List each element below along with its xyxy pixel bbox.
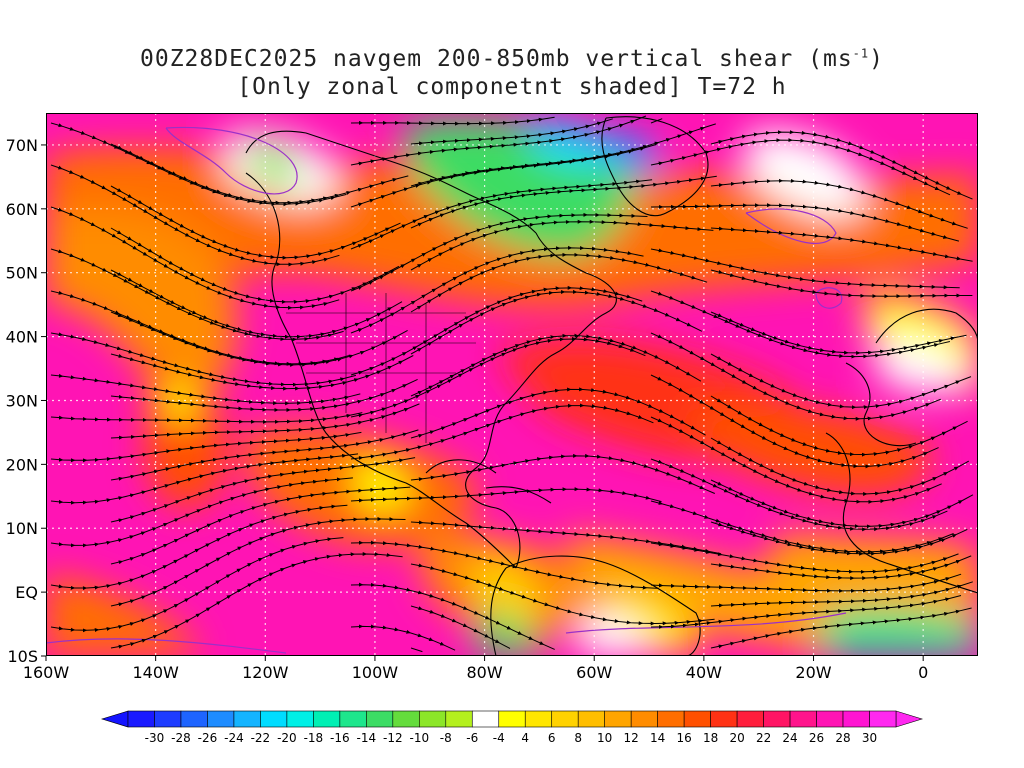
colorbar-label: 16 xyxy=(676,731,691,745)
colorbar: -30 -28 -26 -24 -22 -20 -18 -16 -14 -12 -10 -8 -6 -4 4… xyxy=(100,710,924,745)
colorbar-swatch xyxy=(392,710,420,728)
shear-map xyxy=(46,113,978,656)
colorbar-swatch xyxy=(445,710,473,728)
colorbar-swatch xyxy=(683,710,711,728)
lat-tick-label: 70N xyxy=(6,136,38,155)
streamline xyxy=(410,605,511,649)
colorbar-swatch xyxy=(498,710,526,728)
colorbar-swatch xyxy=(154,710,182,728)
colorbar-label: -12 xyxy=(383,731,403,745)
colorbar-label: -16 xyxy=(330,731,350,745)
lat-tick-label: 20N xyxy=(6,455,38,474)
colorbar-label: 14 xyxy=(650,731,665,745)
colorbar-swatch xyxy=(816,710,844,728)
colorbar-swatch xyxy=(207,710,235,728)
colorbar-under-triangle xyxy=(100,710,129,728)
chart-title-line2: [Only zonal componetnt shaded] T=72 h xyxy=(237,74,787,100)
lat-tick-label: EQ xyxy=(15,583,38,602)
colorbar-swatch xyxy=(419,710,447,728)
lon-tick-label: 80W xyxy=(466,663,502,682)
colorbar-label: 10 xyxy=(597,731,612,745)
colorbar-label: 24 xyxy=(782,731,797,745)
colorbar-swatch xyxy=(233,710,261,728)
colorbar-label: 4 xyxy=(521,731,529,745)
colorbar-swatch xyxy=(710,710,738,728)
colorbar-over-triangle xyxy=(895,710,924,728)
colorbar-swatch xyxy=(842,710,870,728)
colorbar-label: -20 xyxy=(277,731,297,745)
colorbar-swatch xyxy=(180,710,208,728)
colorbar-label: 30 xyxy=(862,731,877,745)
streamline xyxy=(110,551,403,649)
streamline xyxy=(350,336,646,418)
colorbar-label: 26 xyxy=(809,731,824,745)
lon-tick-label: 120W xyxy=(242,663,289,682)
colorbar-label: 18 xyxy=(703,731,718,745)
colorbar-label: -6 xyxy=(466,731,478,745)
lon-tick-label: 160W xyxy=(23,663,70,682)
colorbar-swatch xyxy=(366,710,394,728)
colorbar-swatch xyxy=(339,710,367,728)
colorbar-label: -4 xyxy=(493,731,505,745)
colorbar-label: -26 xyxy=(198,731,218,745)
lon-tick-label: 100W xyxy=(352,663,399,682)
streamline xyxy=(410,647,423,653)
colorbar-swatch xyxy=(630,710,658,728)
colorbar-label: -24 xyxy=(224,731,244,745)
colorbar-swatch xyxy=(657,710,685,728)
colorbar-label: -14 xyxy=(357,731,377,745)
map-frame xyxy=(46,113,978,656)
colorbar-swatch xyxy=(604,710,632,728)
colorbar-swatch xyxy=(313,710,341,728)
colorbar-swatch xyxy=(577,710,605,728)
colorbar-swatch xyxy=(551,710,579,728)
colorbar-swatch xyxy=(789,710,817,728)
colorbar-swatch xyxy=(524,710,553,728)
colorbar-label: 20 xyxy=(729,731,744,745)
colorbar-swatch xyxy=(471,710,500,728)
lon-tick-label: 0 xyxy=(918,663,928,682)
streamline xyxy=(650,118,663,124)
colorbar-swatch xyxy=(763,710,791,728)
lon-tick-label: 40W xyxy=(686,663,722,682)
colorbar-label: 6 xyxy=(548,731,556,745)
lon-tick-label: 60W xyxy=(576,663,612,682)
lat-tick-label: 50N xyxy=(6,264,38,283)
lon-tick-label: 20W xyxy=(795,663,831,682)
chart-title-line1: 00Z28DEC2025 navgem 200-850mb vertical s… xyxy=(140,46,884,72)
colorbar-swatch xyxy=(286,710,314,728)
lat-tick-label: 10S xyxy=(7,647,38,666)
lat-tick-label: 40N xyxy=(6,328,38,347)
streamline xyxy=(710,607,972,649)
colorbar-label: -22 xyxy=(251,731,271,745)
lat-tick-label: 60N xyxy=(6,200,38,219)
colorbar-swatch xyxy=(127,710,155,728)
colorbar-label: -28 xyxy=(171,731,191,745)
streamline xyxy=(410,453,715,494)
colorbar-label: -10 xyxy=(410,731,430,745)
colorbar-swatch xyxy=(869,710,897,728)
colorbar-swatch xyxy=(736,710,764,728)
lon-tick-label: 140W xyxy=(132,663,179,682)
colorbar-label: 28 xyxy=(835,731,850,745)
colorbar-label: -18 xyxy=(304,731,324,745)
colorbar-label: -30 xyxy=(145,731,165,745)
lat-tick-label: 10N xyxy=(6,519,38,538)
colorbar-label: 22 xyxy=(756,731,771,745)
colorbar-label: -8 xyxy=(440,731,452,745)
colorbar-swatch xyxy=(260,710,288,728)
colorbar-label: 8 xyxy=(574,731,582,745)
lat-tick-label: 30N xyxy=(6,391,38,410)
colorbar-label: 12 xyxy=(624,731,639,745)
shear-streamlines xyxy=(50,115,974,653)
